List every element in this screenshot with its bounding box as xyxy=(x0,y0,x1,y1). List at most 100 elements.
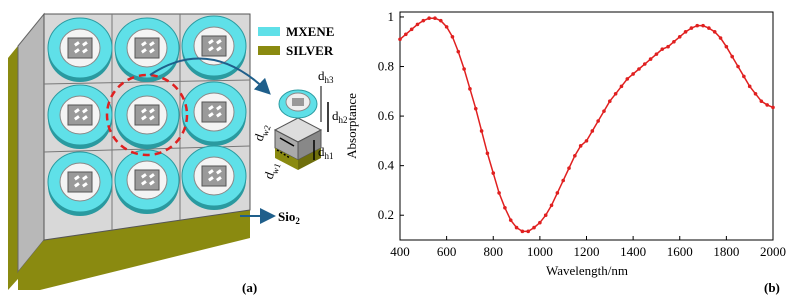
marker xyxy=(677,34,682,39)
substrate-label: Sio2 xyxy=(278,209,300,226)
marker xyxy=(415,22,420,27)
x-axis-label: Wavelength/nm xyxy=(546,263,628,278)
slot xyxy=(141,173,147,179)
marker xyxy=(590,129,595,133)
marker xyxy=(555,191,560,195)
y-axis-label: Absorptance xyxy=(344,93,359,159)
marker xyxy=(433,16,437,20)
marker xyxy=(619,84,624,89)
marker xyxy=(473,106,478,111)
marker xyxy=(468,87,472,91)
dimension-label: dh3 xyxy=(318,68,334,85)
marker xyxy=(508,218,513,222)
y-tick-label: 1 xyxy=(388,9,395,24)
marker xyxy=(438,18,443,23)
x-tick-label: 400 xyxy=(390,244,410,259)
slot xyxy=(208,176,214,182)
patch xyxy=(67,104,93,126)
slot xyxy=(74,48,80,54)
slot xyxy=(82,41,88,47)
marker xyxy=(549,203,554,208)
marker xyxy=(561,178,565,183)
marker xyxy=(444,25,449,29)
x-tick-label: 800 xyxy=(484,244,504,259)
x-tick-label: 1600 xyxy=(667,244,693,259)
marker xyxy=(660,47,665,51)
slot xyxy=(216,46,222,52)
slot xyxy=(141,41,147,47)
x-tick-label: 2000 xyxy=(760,244,786,259)
marker xyxy=(456,49,461,54)
marker xyxy=(532,225,536,230)
marker xyxy=(736,64,740,69)
marker xyxy=(707,26,711,30)
marker xyxy=(765,103,769,107)
patch xyxy=(67,171,93,193)
marker xyxy=(695,23,700,28)
marker xyxy=(718,36,723,40)
slot xyxy=(216,105,222,111)
rings xyxy=(47,15,247,216)
marker xyxy=(730,54,735,59)
marker xyxy=(526,229,531,234)
dimension-label: dw1 xyxy=(261,159,283,181)
slot xyxy=(74,182,80,188)
marker xyxy=(689,26,694,30)
slot xyxy=(82,182,88,188)
marker xyxy=(654,52,659,56)
marker xyxy=(462,67,466,71)
caption: (b) xyxy=(764,280,780,295)
marker xyxy=(573,153,577,158)
y-tick-label: 0.4 xyxy=(378,158,395,173)
marker xyxy=(672,39,676,44)
marker xyxy=(479,129,484,133)
marker xyxy=(503,205,507,210)
y-tick-label: 0.2 xyxy=(378,207,394,222)
marker xyxy=(642,62,647,66)
legend-swatch xyxy=(258,46,280,55)
slot xyxy=(149,115,155,121)
marker xyxy=(747,84,752,89)
dimension-label: dw2 xyxy=(251,121,273,143)
y-tick-label: 0.6 xyxy=(378,108,395,123)
patch xyxy=(134,37,160,59)
arrow xyxy=(149,57,271,95)
marker xyxy=(637,67,641,71)
marker xyxy=(648,57,653,61)
slot xyxy=(81,115,88,121)
marker xyxy=(497,191,501,195)
slot xyxy=(149,180,155,186)
marker xyxy=(538,220,542,225)
slot xyxy=(149,48,155,54)
marker xyxy=(578,144,583,148)
slot xyxy=(81,175,88,181)
y-tick-label: 0.8 xyxy=(378,59,394,74)
marker xyxy=(584,139,589,143)
marker xyxy=(427,16,431,20)
x-tick-label: 1200 xyxy=(574,244,600,259)
slot xyxy=(73,115,80,121)
diagram: MXENE SILVER dh3 dh2 dh1 dw2 dw1 Sio2 (a… xyxy=(8,12,348,295)
slot xyxy=(74,108,80,114)
dimension-label: dh2 xyxy=(332,108,348,125)
slot xyxy=(149,41,155,47)
slot xyxy=(141,48,147,54)
marker xyxy=(771,105,775,110)
marker xyxy=(631,72,635,76)
marker xyxy=(596,119,600,123)
marker xyxy=(567,166,571,170)
slot xyxy=(208,105,214,111)
slot xyxy=(216,169,222,175)
legend-swatch xyxy=(258,27,280,36)
slot xyxy=(208,169,214,175)
marker xyxy=(404,32,408,37)
patch xyxy=(201,165,227,187)
marker xyxy=(625,77,630,81)
marker xyxy=(520,229,525,234)
unit-cell xyxy=(273,86,329,170)
marker xyxy=(712,30,717,34)
marker xyxy=(543,213,548,218)
dimension-label: dh1 xyxy=(318,144,334,161)
line xyxy=(399,17,774,233)
